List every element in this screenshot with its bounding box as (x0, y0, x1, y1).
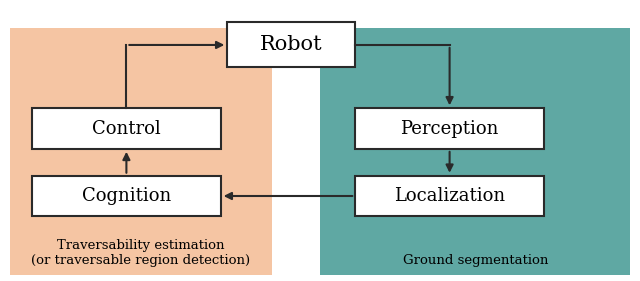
Bar (227, 22, 355, 67)
Text: Perception: Perception (401, 119, 499, 138)
Bar (320, 28, 630, 275)
Text: Cognition: Cognition (82, 187, 171, 205)
Bar (355, 176, 544, 216)
Bar (10, 28, 272, 275)
Bar (32, 176, 221, 216)
Text: Localization: Localization (394, 187, 505, 205)
Text: Ground segmentation: Ground segmentation (403, 254, 548, 267)
Text: Robot: Robot (260, 35, 323, 55)
Bar (32, 108, 221, 149)
Text: Control: Control (92, 119, 161, 138)
Text: Traversability estimation
(or traversable region detection): Traversability estimation (or traversabl… (31, 239, 250, 267)
Bar (355, 108, 544, 149)
